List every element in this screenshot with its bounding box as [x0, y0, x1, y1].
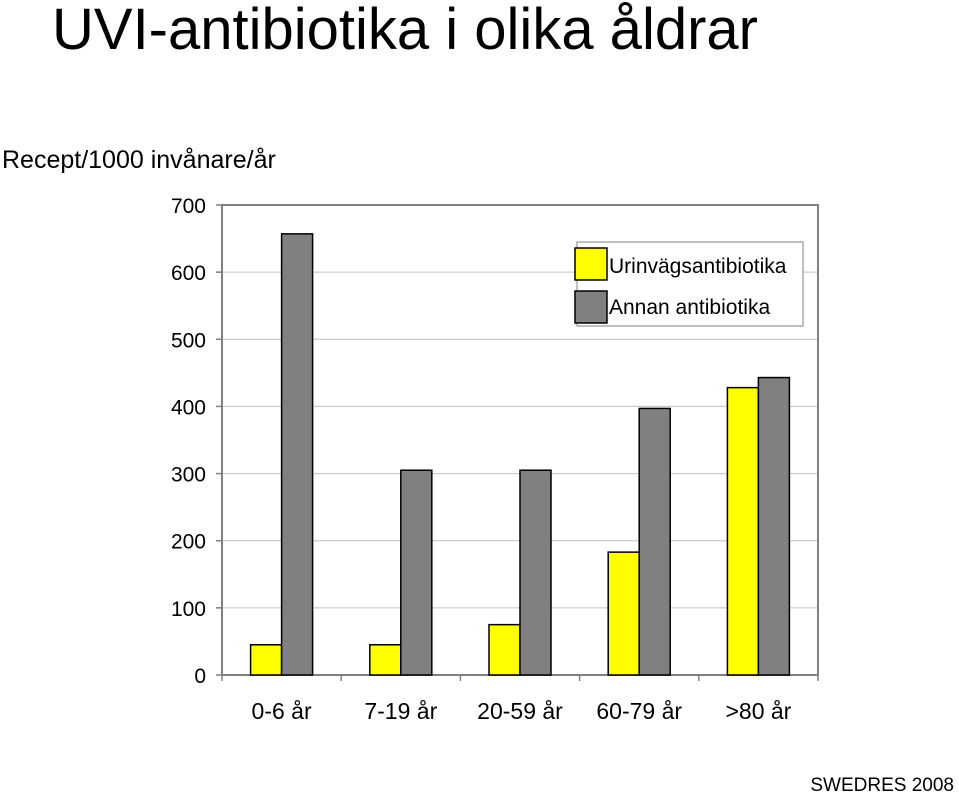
x-tick-label: 0-6 år — [252, 698, 312, 724]
bar — [607, 551, 640, 676]
bars — [249, 233, 791, 676]
bar — [519, 469, 552, 676]
legend: Urinvägsantibiotika Annan antibiotika — [574, 241, 804, 327]
legend-label-urinvagsantibiotika: Urinvägsantibiotika — [609, 255, 787, 278]
x-axis-ticks: 0-6 år 7-19 år 20-59 år 60-79 år >80 år — [221, 675, 819, 724]
y-tick-label: 200 — [171, 531, 206, 554]
bar — [249, 644, 283, 676]
legend-label-annan-antibiotika: Annan antibiotika — [609, 296, 770, 319]
y-tick-label: 500 — [171, 329, 206, 352]
bar — [280, 233, 314, 676]
source-label: SWEDRES 2008 — [810, 775, 954, 796]
bar — [400, 469, 433, 676]
x-tick-label: >80 år — [725, 698, 791, 724]
y-tick-label: 600 — [171, 262, 206, 285]
y-tick-label: 300 — [171, 464, 206, 487]
x-tick-label: 7-19 år — [364, 698, 437, 724]
bar — [369, 644, 402, 676]
y-axis-label: Recept/1000 invånare/år — [2, 146, 276, 174]
x-tick-label: 60-79 år — [596, 698, 682, 724]
y-axis-ticks: 0 100 200 300 400 500 600 700 — [171, 195, 222, 688]
legend-swatch-urinvagsantibiotika — [574, 247, 608, 281]
chart-title: UVI-antibiotika i olika åldrar — [52, 0, 758, 62]
bar — [488, 623, 521, 676]
y-tick-label: 100 — [171, 598, 206, 621]
bar — [726, 386, 760, 676]
bar — [757, 376, 791, 676]
legend-swatch-annan-antibiotika — [574, 290, 608, 324]
y-tick-label: 0 — [194, 665, 206, 688]
x-tick-label: 20-59 år — [477, 698, 563, 724]
bar — [638, 407, 671, 676]
y-tick-label: 400 — [171, 396, 206, 419]
y-tick-label: 700 — [171, 195, 206, 218]
legend-box — [576, 241, 804, 327]
